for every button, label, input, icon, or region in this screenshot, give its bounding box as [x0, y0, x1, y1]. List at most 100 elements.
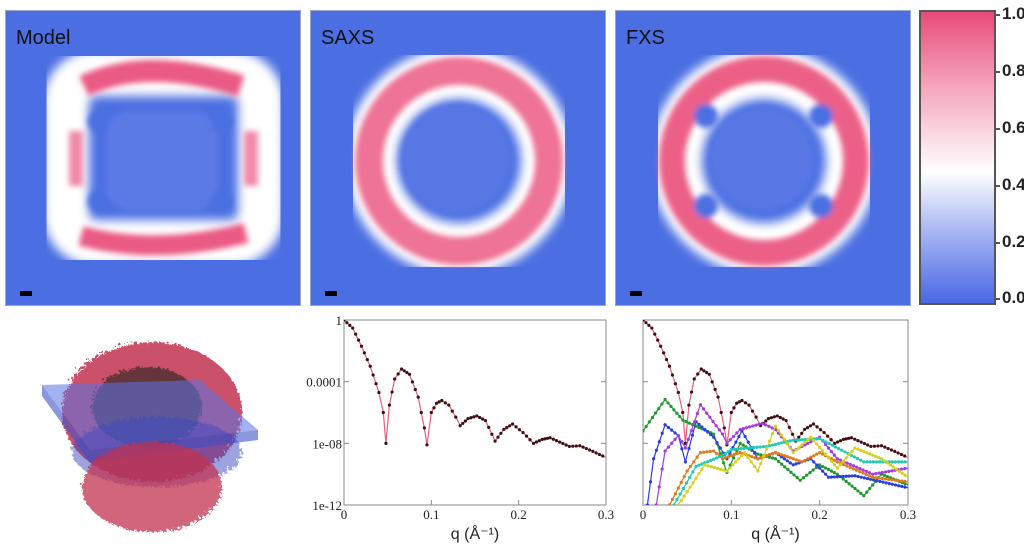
data-point	[835, 475, 839, 479]
data-point	[806, 438, 810, 442]
data-point	[871, 483, 875, 487]
data-point	[890, 482, 895, 486]
data-point	[903, 466, 907, 471]
data-point	[706, 459, 710, 464]
data-point	[869, 444, 873, 449]
data-point	[832, 458, 836, 462]
data-point	[853, 474, 857, 478]
data-point	[788, 439, 792, 443]
data-point	[659, 344, 663, 348]
data-point	[571, 444, 575, 448]
data-point	[829, 469, 834, 473]
data-point	[883, 470, 888, 474]
data-point	[798, 478, 802, 482]
data-point	[881, 480, 885, 484]
x-tick-label: 0.1	[723, 507, 739, 522]
data-point	[829, 475, 834, 479]
data-point	[681, 410, 685, 415]
data-point	[824, 440, 828, 444]
data-point	[874, 460, 879, 464]
data-point	[903, 482, 907, 486]
data-point	[735, 452, 739, 456]
data-point	[702, 369, 706, 373]
fxs-intensity-plot: 0 0.1 0.2 0.3 q (Å⁻¹)	[640, 319, 916, 543]
data-point	[821, 438, 825, 442]
data-point	[696, 372, 700, 376]
data-point	[708, 449, 712, 453]
data-point	[657, 406, 661, 411]
data-point	[882, 473, 887, 477]
data-point	[715, 456, 719, 460]
data-point	[876, 444, 880, 448]
data-point	[502, 427, 506, 432]
data-point	[903, 485, 907, 489]
data-point	[833, 445, 838, 449]
data-point	[872, 478, 876, 482]
data-point	[823, 452, 828, 456]
data-point	[660, 402, 664, 406]
data-point	[900, 484, 904, 489]
data-point	[803, 427, 807, 432]
data-point	[524, 434, 529, 438]
data-point	[865, 490, 869, 494]
data-point	[564, 443, 568, 447]
data-point	[687, 403, 691, 407]
data-point	[663, 423, 667, 427]
data-point	[749, 460, 753, 464]
data-point	[791, 438, 795, 442]
data-point	[822, 430, 826, 435]
data-point	[543, 437, 547, 441]
data-point	[732, 406, 736, 410]
data-point	[855, 456, 860, 461]
data-point	[475, 414, 479, 418]
data-point	[588, 448, 592, 452]
data-point	[387, 403, 392, 407]
data-point	[880, 476, 884, 481]
data-point	[647, 420, 651, 424]
data-point	[877, 476, 881, 480]
data-point	[862, 476, 866, 480]
data-point	[443, 401, 447, 405]
data-point	[823, 442, 828, 446]
data-point	[368, 364, 372, 368]
data-point	[731, 434, 736, 439]
data-point	[789, 470, 793, 474]
data-point	[405, 370, 409, 375]
data-point	[695, 411, 700, 415]
data-point	[876, 455, 881, 460]
data-point	[838, 474, 842, 479]
data-point	[711, 419, 715, 424]
data-point	[903, 454, 907, 458]
data-point	[886, 446, 890, 451]
data-point	[826, 446, 831, 450]
colorbar-tick: 0.6	[994, 118, 1024, 137]
fxs-density-map	[616, 11, 910, 305]
data-point	[752, 445, 756, 450]
data-point	[814, 465, 819, 470]
data-point	[894, 467, 898, 471]
data-point	[773, 451, 778, 455]
data-point	[862, 494, 866, 498]
data-point	[850, 449, 854, 453]
data-point	[808, 424, 813, 428]
data-point	[850, 484, 854, 488]
data-point	[868, 452, 872, 456]
data-point	[505, 426, 509, 430]
data-point	[880, 470, 884, 475]
data-point	[680, 447, 684, 451]
data-point	[767, 424, 771, 428]
colorbar-tick: 0.4	[994, 175, 1024, 194]
data-point	[390, 390, 394, 394]
data-point	[815, 425, 819, 429]
data-point	[773, 457, 778, 461]
data-point	[836, 440, 840, 444]
data-point	[803, 443, 807, 447]
plot-area: 0 0.1 0.2 0.3 q (Å⁻¹)	[640, 319, 916, 543]
data-point	[756, 452, 760, 456]
data-point	[670, 373, 675, 377]
data-point	[663, 397, 667, 402]
data-point	[720, 432, 725, 436]
data-point	[782, 457, 786, 461]
data-point	[765, 446, 769, 451]
data-point	[753, 456, 757, 460]
